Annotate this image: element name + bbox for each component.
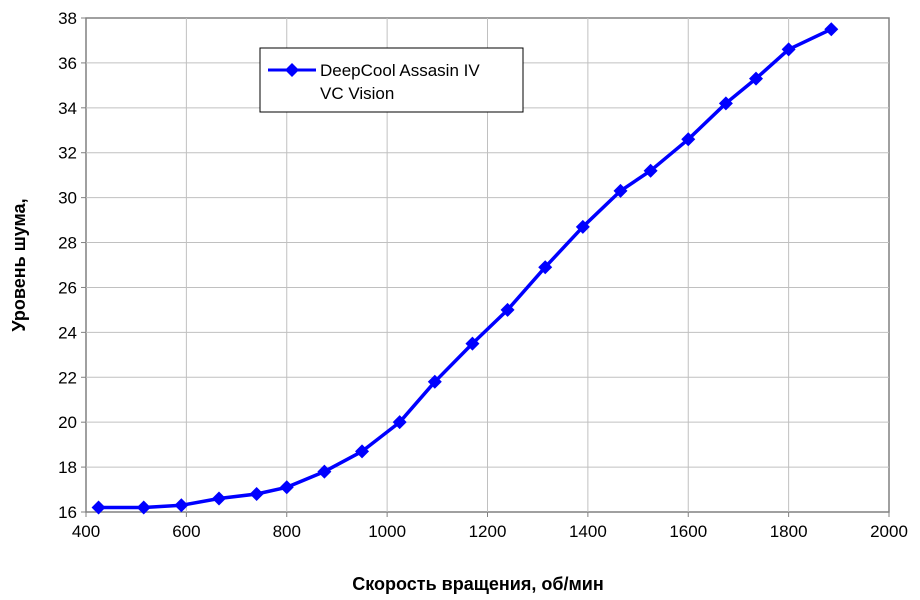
y-tick-label: 30 (58, 189, 77, 208)
x-tick-label: 1200 (469, 522, 507, 541)
legend: DeepCool Assasin IV VC Vision (259, 47, 524, 113)
x-tick-label: 400 (72, 522, 100, 541)
y-tick-label: 26 (58, 278, 77, 297)
data-point-marker (613, 183, 628, 198)
x-tick-label: 1400 (569, 522, 607, 541)
x-axis-title: Скорость вращения, об/мин (352, 574, 604, 594)
x-tick-label: 1000 (368, 522, 406, 541)
data-point-marker (781, 42, 796, 57)
x-tick-label: 1600 (669, 522, 707, 541)
data-point-marker (643, 163, 658, 178)
legend-label-line-1: DeepCool Assasin IV (320, 61, 480, 80)
x-axis-ticks: 400 600 800 1000 1200 1400 1600 1800 2000 (72, 512, 908, 541)
data-point-marker (718, 96, 733, 111)
y-tick-label: 20 (58, 413, 77, 432)
gridlines (86, 18, 889, 512)
y-tick-label: 24 (58, 323, 77, 342)
data-point-marker (211, 491, 226, 506)
data-point-marker (749, 71, 764, 86)
data-point-marker (465, 336, 480, 351)
data-point-marker (427, 374, 442, 389)
y-tick-label: 32 (58, 144, 77, 163)
data-point-marker (136, 500, 151, 515)
data-point-marker (538, 260, 553, 275)
data-point-marker (317, 464, 332, 479)
y-tick-label: 18 (58, 458, 77, 477)
data-point-marker (681, 132, 696, 147)
y-axis-ticks: 16 18 20 22 24 26 28 30 32 34 36 38 (58, 9, 86, 522)
y-axis-title: Уровень шума, (9, 198, 29, 331)
x-tick-label: 800 (273, 522, 301, 541)
legend-box (259, 47, 524, 113)
x-tick-label: 1800 (770, 522, 808, 541)
y-tick-label: 36 (58, 54, 77, 73)
data-point-marker (174, 498, 189, 513)
data-point-marker (249, 487, 264, 502)
data-point-marker (355, 444, 370, 459)
data-point-marker (824, 22, 839, 37)
data-point-marker (575, 219, 590, 234)
y-tick-label: 38 (58, 9, 77, 28)
series-group (91, 22, 839, 515)
y-tick-label: 22 (58, 368, 77, 387)
x-tick-label: 2000 (870, 522, 908, 541)
x-tick-label: 600 (172, 522, 200, 541)
legend-marker (285, 63, 299, 77)
y-tick-label: 34 (58, 99, 77, 118)
data-point-marker (500, 302, 515, 317)
y-tick-label: 16 (58, 503, 77, 522)
data-point-marker (279, 480, 294, 495)
y-tick-label: 28 (58, 234, 77, 253)
data-point-marker (392, 415, 407, 430)
data-point-marker (91, 500, 106, 515)
legend-label-line-2: VC Vision (320, 84, 394, 103)
